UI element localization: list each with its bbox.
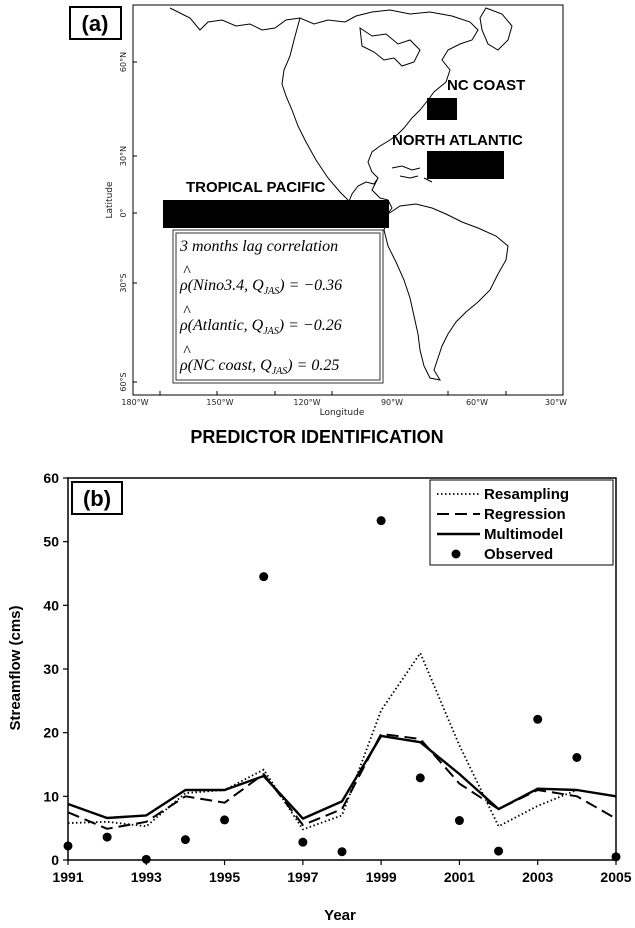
legend-items: Resampling Regression Multimodel Observed: [437, 486, 569, 563]
panel-a-title: PREDICTOR IDENTIFICATION: [190, 427, 443, 447]
panel-b-label: (b): [83, 486, 111, 511]
panel-a-label-box: [69, 6, 122, 40]
observed-point: [102, 832, 112, 842]
lon-ticks: 180°W 150°W 120°W 90°W 60°W 30°W: [121, 398, 567, 407]
label-nc-coast: NC COAST: [447, 77, 525, 94]
observed-point: [611, 852, 621, 862]
x-tick-label: 1997: [287, 869, 318, 885]
resampling-legend-label: Resampling: [484, 486, 569, 503]
frame-ticks: [133, 61, 507, 395]
y-tick-label: 30: [43, 661, 59, 677]
legend-box: [429, 479, 614, 566]
observed-point: [494, 846, 504, 856]
lon-tick: 30°W: [545, 398, 567, 407]
lon-tick: 90°W: [381, 398, 403, 407]
map-xlabel: Longitude: [320, 408, 365, 418]
x-tick-label: 1999: [366, 869, 397, 885]
observed-point: [572, 752, 582, 762]
panel-a-map: NC COAST NORTH ATLANTIC TROPICAL PACIFIC…: [69, 4, 567, 447]
correlation-row: ^ρ(Atlantic, QJAS) = −0.26: [179, 303, 342, 337]
greenland-outline: [479, 7, 513, 51]
correlation-box: 3 months lag correlation ^ρ(Nino3.4, QJA…: [172, 229, 384, 384]
axes: 0 10 20 30 40 50 60 1991 1993 1995 1997 1999 2001 200…: [43, 470, 631, 885]
multimodel-legend-label: Multimodel: [484, 526, 563, 543]
correlation-rows: ^ρ(Nino3.4, QJAS) = −0.36^ρ(Atlantic, QJ…: [179, 263, 342, 377]
x-tick-label: 1991: [52, 869, 83, 885]
observed-point: [220, 815, 230, 825]
lat-tick: 60°N: [119, 52, 128, 72]
y-tick-label: 20: [43, 725, 59, 741]
lat-tick: 0°: [119, 208, 128, 217]
x-tick-label: 2003: [522, 869, 553, 885]
lat-tick: 30°S: [119, 273, 128, 292]
lat-tick: 60°S: [119, 372, 128, 391]
x-tick-label: 1995: [209, 869, 240, 885]
observed-point: [259, 572, 269, 582]
correlation-expression: ρ(Atlantic, QJAS) = −0.26: [179, 317, 342, 337]
lon-tick: 60°W: [466, 398, 488, 407]
observed-legend-label: Observed: [484, 546, 553, 563]
y-axis-label: Streamflow (cms): [7, 605, 24, 730]
observed-legend-marker: [451, 549, 461, 559]
x-tick-label: 1993: [131, 869, 162, 885]
pacific-coast: [281, 17, 357, 215]
label-tropical-pacific: TROPICAL PACIFIC: [186, 179, 326, 196]
observed-point: [454, 816, 464, 826]
y-tick-label: 60: [43, 470, 59, 486]
hat-symbol: ^: [183, 343, 191, 360]
observed-point: [337, 847, 347, 857]
multimodel-series-line: [67, 734, 617, 820]
y-tick-label: 0: [51, 852, 59, 868]
map-ylabel: Latitude: [105, 181, 115, 219]
observed-point: [180, 835, 190, 845]
panel-a-label: (a): [82, 11, 109, 36]
observed-point: [141, 854, 151, 864]
legend: Resampling Regression Multimodel Observed: [429, 479, 614, 566]
lon-tick: 180°W: [121, 398, 148, 407]
correlation-box-inner: [175, 232, 381, 381]
panel-b-chart: 0 10 20 30 40 50 60 1991 1993 1995 1997 1999 2001 200…: [7, 470, 632, 924]
y-tick-label: 40: [43, 597, 59, 613]
correlation-row: ^ρ(Nino3.4, QJAS) = −0.36: [179, 263, 342, 297]
label-north-atlantic: NORTH ATLANTIC: [392, 132, 523, 149]
panel-b-label-box: [71, 481, 123, 515]
lon-tick: 120°W: [293, 398, 320, 407]
region-tropical-pacific: [163, 200, 389, 228]
observed-point: [63, 841, 73, 851]
y-tick-label: 10: [43, 788, 59, 804]
correlation-expression: ρ(Nino3.4, QJAS) = −0.36: [179, 277, 342, 297]
observed-point: [415, 773, 425, 783]
observed-point: [298, 837, 308, 847]
south-america-outline: [383, 203, 509, 381]
observed-point: [533, 714, 543, 724]
x-tick-label: 2001: [444, 869, 475, 885]
hat-symbol: ^: [183, 303, 191, 320]
region-nc-coast: [427, 98, 457, 120]
series-layer: [63, 516, 621, 864]
correlation-box-outer: [172, 229, 384, 384]
caribbean-islands: [391, 165, 433, 183]
region-north-atlantic: [427, 151, 504, 179]
lat-tick: 30°N: [119, 146, 128, 166]
hat-symbol: ^: [183, 263, 191, 280]
x-axis-label: Year: [324, 907, 356, 924]
observed-point: [376, 516, 386, 526]
correlation-expression: ρ(NC coast, QJAS) = 0.25: [179, 357, 339, 377]
lat-ticks: 60°N 30°N 0° 30°S 60°S: [119, 52, 128, 392]
correlation-title: 3 months lag correlation: [179, 238, 338, 255]
x-tick-label: 2005: [600, 869, 631, 885]
arctic-islands: [359, 26, 421, 67]
lon-tick: 150°W: [206, 398, 233, 407]
y-tick-label: 50: [43, 534, 59, 550]
correlation-row: ^ρ(NC coast, QJAS) = 0.25: [179, 343, 339, 377]
regression-legend-label: Regression: [484, 506, 566, 523]
